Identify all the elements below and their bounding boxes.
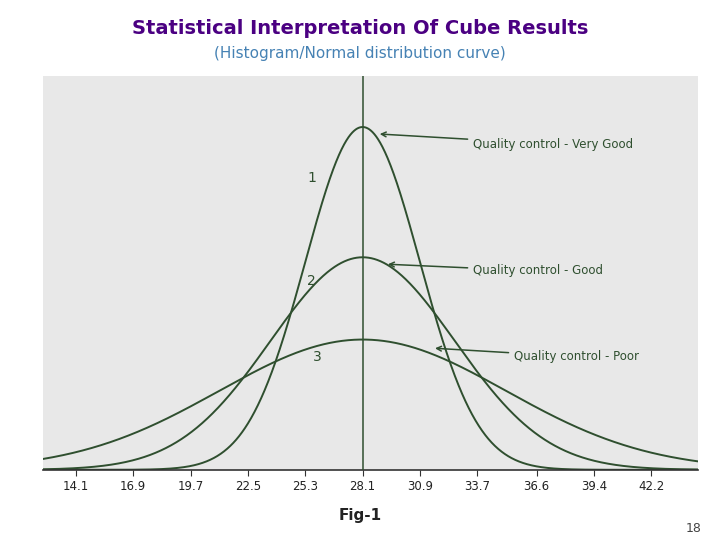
Text: 2: 2 xyxy=(307,274,316,288)
Text: Quality control - Very Good: Quality control - Very Good xyxy=(382,132,634,151)
Text: (Histogram/Normal distribution curve): (Histogram/Normal distribution curve) xyxy=(214,46,506,61)
Text: Quality control - Good: Quality control - Good xyxy=(390,262,603,278)
Text: 3: 3 xyxy=(313,350,322,363)
Text: Quality control - Poor: Quality control - Poor xyxy=(437,346,639,363)
Text: 18: 18 xyxy=(686,522,702,535)
Text: 1: 1 xyxy=(307,171,316,185)
Text: Fig-1: Fig-1 xyxy=(338,508,382,523)
Text: Statistical Interpretation Of Cube Results: Statistical Interpretation Of Cube Resul… xyxy=(132,19,588,38)
